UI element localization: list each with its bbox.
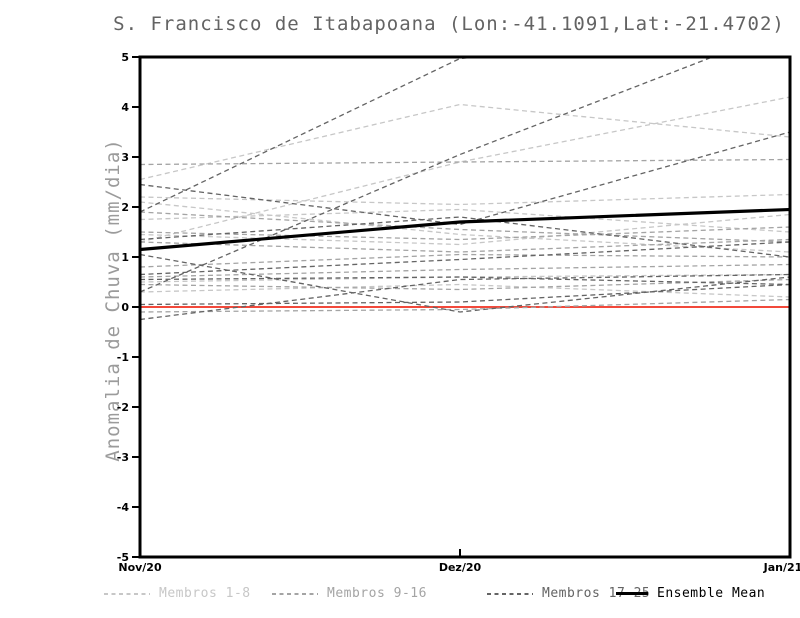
member-line-3 bbox=[141, 193, 789, 206]
member-line-22 bbox=[141, 241, 789, 276]
member-line-9 bbox=[141, 158, 789, 166]
legend-item-membros-9-16: Membros 9-16 bbox=[272, 586, 427, 601]
member-line-8 bbox=[141, 283, 789, 298]
member-line-20 bbox=[141, 131, 789, 226]
member-line-14 bbox=[141, 263, 789, 278]
x-tick-label: Jan/21 bbox=[763, 561, 800, 574]
y-tick-label: -1 bbox=[117, 351, 129, 364]
member-line-7 bbox=[141, 273, 789, 283]
member-line-24 bbox=[141, 273, 789, 320]
member-line-17 bbox=[141, 58, 467, 213]
member-line-19 bbox=[141, 254, 789, 313]
solid-line-swatch bbox=[616, 592, 648, 595]
chart-title: S. Francisco de Itabapoana (Lon:-41.1091… bbox=[113, 13, 785, 35]
ensemble-lines bbox=[141, 58, 789, 320]
legend-label: Ensemble Mean bbox=[657, 586, 766, 601]
legend-label: Membros 9-16 bbox=[327, 586, 427, 601]
y-tick-label: -3 bbox=[117, 451, 129, 464]
legend-label: Membros 17-25 bbox=[542, 586, 651, 601]
y-tick-label: -4 bbox=[117, 501, 130, 514]
y-tick-label: 2 bbox=[121, 201, 129, 214]
chart-legend: Membros 1-8 Membros 9-16 Membros 17-25 E… bbox=[0, 586, 800, 602]
member-line-16 bbox=[141, 298, 789, 313]
member-line-1 bbox=[141, 103, 789, 180]
member-line-12 bbox=[141, 238, 789, 253]
y-tick-label: 5 bbox=[121, 51, 129, 64]
member-line-23 bbox=[141, 276, 789, 286]
member-line-6 bbox=[141, 213, 789, 246]
y-tick-label: 0 bbox=[121, 301, 129, 314]
dashed-line-swatch bbox=[272, 592, 318, 595]
legend-label: Membros 1-8 bbox=[159, 586, 251, 601]
dashed-line-swatch bbox=[104, 592, 150, 595]
dashed-line-swatch bbox=[487, 592, 533, 595]
member-line-21 bbox=[141, 216, 789, 258]
member-line-2 bbox=[141, 96, 789, 243]
plot-border bbox=[138, 55, 792, 559]
x-tick-label: Dez/20 bbox=[439, 561, 482, 574]
member-line-10 bbox=[141, 211, 789, 243]
member-line-15 bbox=[141, 278, 789, 291]
member-line-13 bbox=[141, 253, 789, 268]
member-line-11 bbox=[141, 226, 789, 241]
member-line-5 bbox=[141, 208, 789, 233]
legend-item-membros-1-8: Membros 1-8 bbox=[104, 586, 251, 601]
y-tick-label: -5 bbox=[117, 551, 129, 564]
y-tick-label: 1 bbox=[121, 251, 129, 264]
ensemble-mean-line bbox=[141, 207, 789, 251]
x-tick-label: Nov/20 bbox=[118, 561, 162, 574]
legend-item-membros-17-25: Membros 17-25 bbox=[487, 586, 650, 601]
legend-item-ensemble-mean: Ensemble Mean bbox=[616, 586, 765, 601]
y-tick-label: -2 bbox=[117, 401, 129, 414]
member-line-25 bbox=[141, 283, 789, 306]
y-tick-label: 3 bbox=[121, 151, 129, 164]
y-tick-label: 4 bbox=[121, 101, 129, 114]
